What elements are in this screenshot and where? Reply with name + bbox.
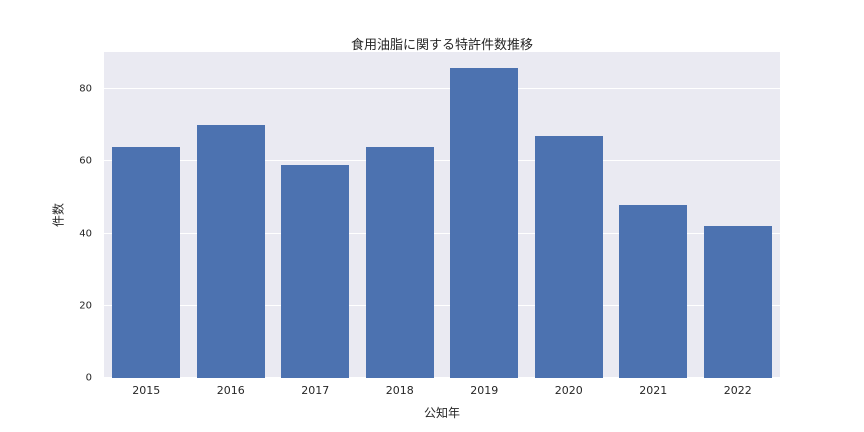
x-axis-label: 公知年 (423, 406, 460, 420)
bar-slot (696, 52, 781, 378)
bar-2018 (365, 146, 434, 378)
bar-2021 (619, 204, 688, 378)
bar-slot (442, 52, 527, 378)
y-axis-label: 件数 (51, 202, 66, 228)
bar-slot (189, 52, 274, 378)
y-tick-label: 60 (79, 155, 92, 167)
bar-2022 (703, 226, 772, 378)
plot-area (104, 52, 780, 378)
chart-title: 食用油脂に関する特許件数推移 (350, 38, 533, 53)
y-tick-label: 40 (79, 228, 92, 240)
gridline (104, 88, 780, 90)
x-tick-label: 2022 (723, 384, 752, 397)
x-tick-label: 2020 (554, 384, 583, 397)
y-tick-label: 80 (79, 83, 92, 95)
bar-2020 (534, 136, 603, 378)
bar-2015 (112, 146, 181, 378)
x-tick-label: 2021 (639, 384, 668, 397)
gridline (104, 304, 780, 306)
x-tick-label: 2015 (132, 384, 161, 397)
bar-slot (527, 52, 612, 378)
bars-container (104, 52, 780, 378)
y-tick-label: 20 (79, 300, 92, 312)
x-tick-label: 2019 (470, 384, 499, 397)
x-tick-label: 2016 (216, 384, 245, 397)
x-tick-label: 2018 (385, 384, 414, 397)
x-axis-ticks: 2015 2016 2017 2018 2019 2020 2021 2022 (104, 384, 780, 397)
bar-slot (273, 52, 358, 378)
bar-slot (104, 52, 189, 378)
gridline (104, 377, 780, 378)
bar-2019 (450, 67, 519, 378)
gridline (104, 160, 780, 162)
y-tick-label: 0 (85, 372, 92, 384)
bar-2016 (196, 125, 265, 378)
gridline (104, 232, 780, 234)
bar-slot (358, 52, 443, 378)
bar-slot (611, 52, 696, 378)
x-tick-label: 2017 (301, 384, 330, 397)
bar-2017 (281, 165, 350, 378)
